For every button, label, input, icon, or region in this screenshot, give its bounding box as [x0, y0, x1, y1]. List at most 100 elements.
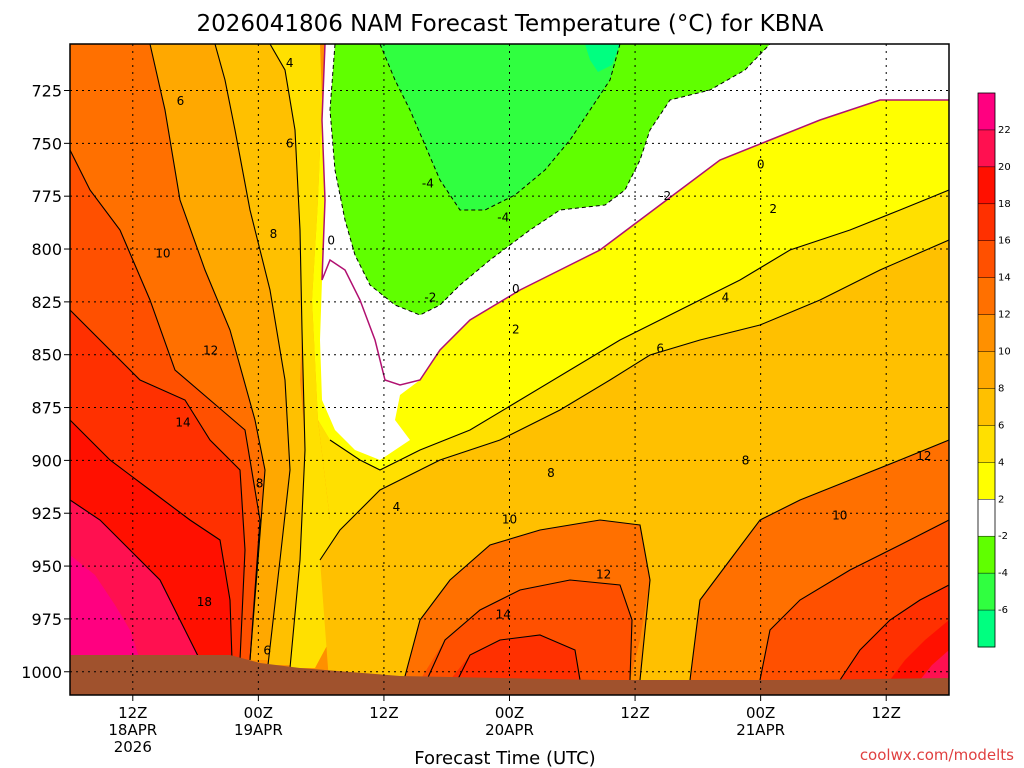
colorbar-swatch: [978, 425, 995, 463]
colorbar-label: 22: [998, 125, 1011, 136]
field-left-magenta: [70, 555, 140, 660]
contour-label: 4: [722, 291, 730, 305]
isotherm-line: [70, 149, 261, 661]
contour-label: 8: [547, 466, 555, 480]
isotherm-line: [269, 44, 306, 669]
colorbar-label: -6: [998, 605, 1008, 616]
isotherm-line: [149, 44, 266, 661]
isotherm-line: [329, 189, 949, 471]
field-gold-column: [215, 44, 310, 665]
colorbar-label: 2: [998, 494, 1004, 505]
y-axis: 725 750 775 800 825 850 875 900 925 950 975 1000: [21, 82, 70, 682]
field-bright-green: [380, 44, 620, 210]
contour-label-layer: 4 6 6 8 10 12 14 18 8 6 0 -4 -4 -2 0 2 4 8 10 12 14 6 4 2 0 -2 8 10…: [155, 56, 966, 658]
x-tick-label: 21APR: [736, 721, 785, 739]
y-tick-label: 825: [31, 293, 62, 312]
isotherm-line: [759, 519, 949, 681]
y-tick-label: 725: [31, 82, 62, 101]
y-tick-label: 775: [31, 187, 62, 206]
colorbar-swatch: [978, 388, 995, 426]
colorbar-label: 8: [998, 383, 1004, 394]
colorbar-label: 10: [998, 347, 1011, 358]
contour-label: 18: [197, 595, 212, 609]
field-right-magenta: [920, 650, 949, 680]
contour-label: 14: [175, 415, 190, 429]
y-tick-label: 1000: [21, 663, 62, 682]
contour-label: -4: [497, 210, 509, 224]
x-axis-label: Forecast Time (UTC): [414, 748, 595, 768]
contour-label: 6: [656, 341, 664, 355]
grid-layer: [70, 44, 949, 695]
contour-label: 8: [256, 477, 264, 491]
colorbar-label: 12: [998, 310, 1011, 321]
isotherm-line: [839, 584, 949, 681]
colorbar-swatch: [978, 129, 995, 168]
field-lower-middle-red: [450, 635, 580, 680]
x-tick-label: 20APR: [485, 721, 534, 739]
contour-label: 12: [916, 449, 931, 463]
contour-label: 0: [512, 282, 520, 296]
x-tick-label: 18APR: [108, 721, 157, 739]
isotherm-line: [449, 634, 581, 695]
x-tick-label: 00Z: [495, 704, 524, 722]
field-mint-pocket: [585, 44, 620, 72]
x-tick-label: 12Z: [118, 704, 147, 722]
y-tick-label: 875: [31, 399, 62, 418]
colorbar-swatch: [978, 536, 995, 574]
colorbar-label: 18: [998, 199, 1011, 210]
contour-label: 10: [502, 513, 517, 527]
contour-label: 2: [512, 322, 520, 336]
colorbar-label: -4: [998, 568, 1008, 579]
x-tick-label: 12Z: [620, 704, 649, 722]
contour-label: 4: [286, 56, 294, 70]
isotherm-negative-line: [329, 44, 771, 316]
colorbar-swatch: [978, 277, 995, 316]
contour-label: -2: [659, 189, 671, 203]
y-tick-label: 750: [31, 134, 62, 153]
contour-label: 2: [769, 202, 777, 216]
contour-label: 4: [393, 500, 401, 514]
field-yellow-upper: [318, 190, 949, 560]
colorbar: 22 20 18 16 14 12 10 8 6 4 2 -2 -4 -6: [977, 92, 1011, 648]
contour-label: -2: [424, 291, 436, 305]
field-right-gold: [320, 240, 949, 695]
colorbar-swatch: [978, 93, 995, 131]
colorbar-swatch: [978, 314, 995, 353]
isotherm-zero-line: [321, 44, 949, 386]
y-tick-label: 900: [31, 451, 62, 470]
colorbar-swatch: [978, 166, 995, 205]
y-tick-label: 950: [31, 557, 62, 576]
x-tick-label: 12Z: [369, 704, 398, 722]
y-tick-label: 800: [31, 240, 62, 259]
x-tick-label: 12Z: [872, 704, 901, 722]
x-tick-label: 2026: [114, 738, 152, 756]
colorbar-label: -2: [998, 531, 1008, 542]
contour-label: 0: [757, 157, 765, 171]
colorbar-swatch: [978, 462, 995, 500]
ground-below-surface: [70, 655, 949, 695]
isotherm-line: [70, 499, 201, 661]
colorbar-swatch: [978, 240, 995, 279]
colorbar-label: 20: [998, 162, 1011, 173]
credit-text: coolwx.com/modelts: [860, 746, 1014, 764]
contour-label: 10: [832, 508, 847, 522]
colorbar-label: 16: [998, 236, 1011, 247]
contour-label: 10: [155, 246, 170, 260]
plot-area: 4 6 6 8 10 12 14 18 8 6 0 -4 -4 -2 0 2 4 8 10 12 14 6 4 2 0 -2 8 10…: [69, 43, 966, 696]
chart-title: 2026041806 NAM Forecast Temperature (°C)…: [197, 11, 824, 37]
contour-label: 6: [177, 94, 185, 108]
y-tick-label: 925: [31, 504, 62, 523]
colorbar-swatch: [978, 610, 995, 648]
colorbar-frame: [977, 92, 996, 648]
isotherm-line: [419, 579, 633, 695]
colorbar-label: 6: [998, 420, 1004, 431]
x-tick-label: 00Z: [244, 704, 273, 722]
contour-label: 14: [951, 639, 966, 653]
contour-label: 12: [203, 343, 218, 357]
contour-label: 6: [286, 136, 294, 150]
x-tick-label: 19APR: [234, 721, 283, 739]
contour-label: 8: [742, 453, 750, 467]
contour-label: 8: [270, 227, 278, 241]
